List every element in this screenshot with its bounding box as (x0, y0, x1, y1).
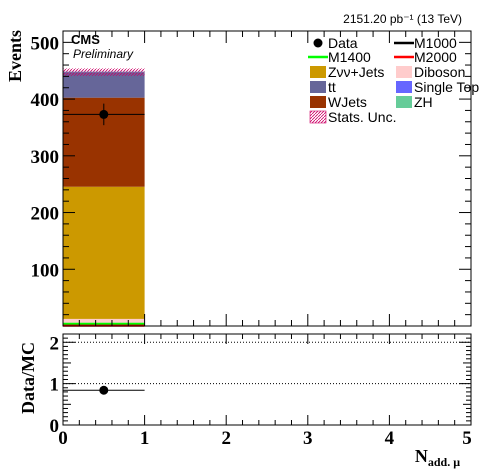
upper-y-axis-ticks: 100 200 300 400 500 (31, 30, 471, 327)
y-tick-label-100: 100 (31, 260, 60, 281)
legend-label: Diboson (414, 64, 465, 80)
y-tick-label-400: 400 (31, 90, 60, 111)
legend-item-stats-unc: Stats. Unc. (309, 109, 396, 125)
legend-label: tt (328, 79, 336, 95)
legend-item-data: Data (313, 35, 358, 51)
ratio-y-tick-label-1: 1 (50, 375, 60, 396)
legend-label: M1400 (328, 49, 371, 65)
x-tick-label-3: 3 (303, 428, 313, 449)
preliminary-label: Preliminary (73, 47, 134, 61)
y-tick-label-200: 200 (31, 204, 60, 225)
legend-label: Single Top (414, 79, 479, 95)
x-tick-label-1: 1 (140, 428, 150, 449)
legend-item-single-top: Single Top (396, 79, 479, 95)
legend-item-m2000: M2000 (394, 49, 457, 65)
main-plot-panel: 100 200 300 400 500 2151.20 pb⁻¹ (13 TeV) CM… (5, 12, 479, 327)
ratio-reference-lines (63, 341, 471, 385)
upper-x-axis-ticks (62, 31, 472, 326)
signal-lines (63, 322, 145, 327)
legend-label: Zνν+Jets (328, 64, 384, 80)
legend-swatch-icon (396, 96, 412, 108)
legend-swatch-icon (310, 66, 326, 78)
legend-label: M1000 (414, 35, 457, 51)
cms-label: CMS (71, 32, 100, 47)
ratio-y-tick-label-0: 0 (50, 416, 60, 437)
legend-label: ZH (414, 94, 433, 110)
y-tick-label-300: 300 (31, 147, 60, 168)
stack-bar-tt (63, 72, 145, 98)
legend-item-tt: tt (310, 79, 336, 95)
lumi-label: 2151.20 pb⁻¹ (13 TeV) (343, 12, 462, 26)
x-tick-label-2: 2 (221, 428, 231, 449)
legend-item-m1000: M1000 (394, 35, 457, 51)
legend-swatch-icon (310, 81, 326, 93)
legend-marker-icon (313, 38, 323, 48)
legend-swatch-icon (310, 96, 326, 108)
stack-bar-z-jets (63, 186, 145, 319)
legend-label: WJets (328, 94, 367, 110)
legend: Data M1000 M1400 M2000 Zνν+Jets Diboson tt Sing… (308, 35, 479, 125)
legend-item-m1400: M1400 (308, 49, 371, 65)
ratio-point (99, 385, 109, 395)
x-tick-label-4: 4 (385, 428, 395, 449)
legend-item-z-jets: Zνν+Jets (310, 64, 384, 80)
ratio-y-tick-label-2: 2 (50, 333, 60, 354)
x-axis-title: Nadd. μ (415, 446, 460, 469)
legend-label: M2000 (414, 49, 457, 65)
legend-item-wjets: WJets (310, 94, 367, 110)
ratio-data-points (63, 385, 145, 395)
legend-swatch-icon (396, 81, 412, 93)
ratio-plot-frame (62, 333, 472, 426)
y-tick-label-500: 500 (31, 33, 60, 54)
data-points (63, 103, 145, 126)
y-axis-title-events: Events (5, 30, 25, 82)
x-tick-label-0: 0 (58, 428, 68, 449)
ratio-x-axis-ticks: 0 1 2 3 4 5 (58, 334, 472, 449)
ratio-plot-panel: 0 1 2 0 1 2 3 4 5 Data/MC Nadd. μ (18, 333, 472, 469)
stat-uncertainty-band (63, 68, 145, 76)
stack-bar-diboson (63, 318, 145, 326)
legend-label: Stats. Unc. (328, 109, 396, 125)
legend-item-diboson: Diboson (396, 64, 465, 80)
x-tick-label-5: 5 (462, 428, 472, 449)
legend-swatch-icon (396, 66, 412, 78)
y-axis-title-ratio: Data/MC (18, 342, 38, 414)
ratio-y-axis-ticks: 0 1 2 (50, 333, 471, 437)
legend-hatch-icon (309, 110, 327, 124)
legend-item-zh: ZH (396, 94, 433, 110)
legend-label: Data (328, 35, 358, 51)
data-point (99, 109, 109, 119)
